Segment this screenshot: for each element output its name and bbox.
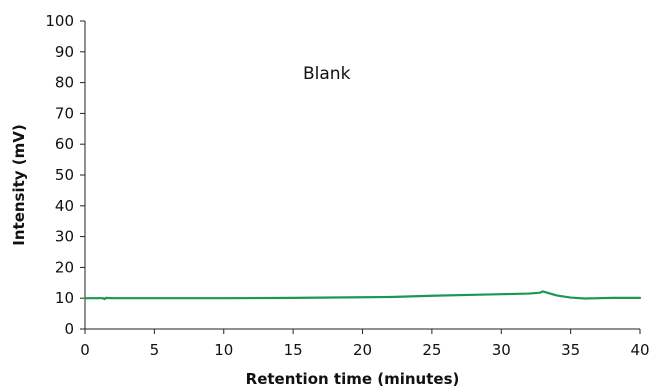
axes: 0 10 20 30 40 50 60 70 80 90 100 0 5 10 15 20 25 30 35 40 [45,12,649,359]
x-tick-label: 30 [492,341,511,359]
x-tick-label: 20 [353,341,372,359]
series-line [83,290,642,301]
y-tick-label: 50 [55,166,74,184]
y-tick-label: 0 [64,320,74,338]
y-tick-label: 30 [55,228,74,246]
y-tick-label: 80 [55,74,74,92]
y-tick-label: 70 [55,104,74,122]
labels-group: Blank Retention time (minutes) Intensity… [10,64,459,388]
y-tick-label: 10 [55,289,74,307]
x-tick-label: 25 [422,341,441,359]
y-tick-label: 40 [55,197,74,215]
y-axis-title: Intensity (mV) [10,124,28,245]
x-tick-label: 5 [150,341,160,359]
y-tick-label: 60 [55,135,74,153]
x-tick-label: 0 [80,341,90,359]
x-tick-label: 35 [561,341,580,359]
y-tick-label: 90 [55,43,74,61]
y-tick-label: 100 [45,12,74,30]
x-axis-title: Retention time (minutes) [246,370,460,388]
series-group [83,290,642,301]
x-tick-label: 10 [214,341,233,359]
x-tick-label: 15 [284,341,303,359]
y-tick-label: 20 [55,258,74,276]
x-tick-label: 40 [630,341,649,359]
chart-annotation: Blank [303,64,351,84]
